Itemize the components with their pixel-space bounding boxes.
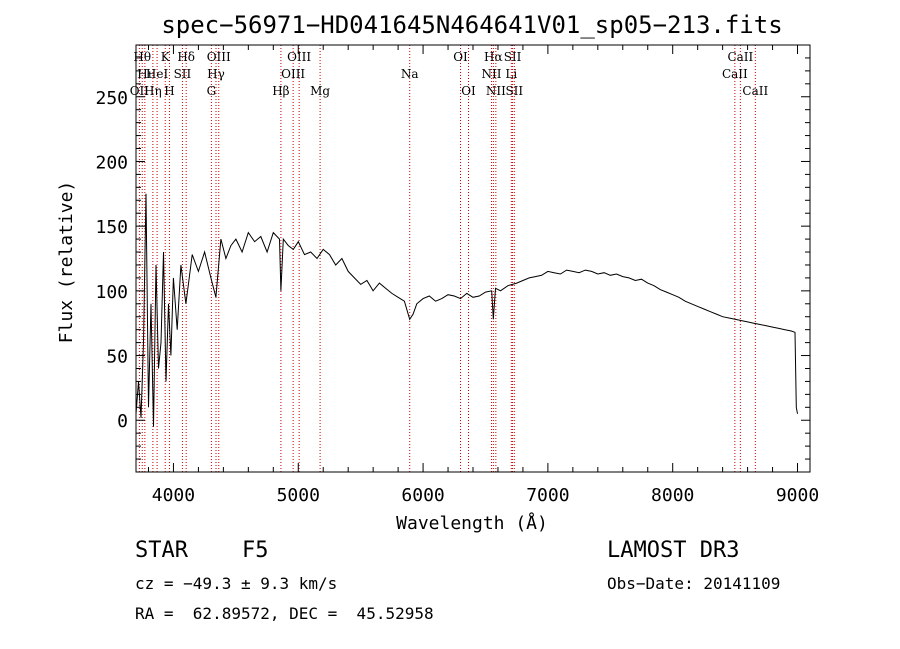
line-marker-label: CaII bbox=[727, 50, 753, 64]
line-marker-label: Hβ bbox=[272, 84, 289, 98]
x-axis-label: Wavelength (Å) bbox=[396, 512, 548, 534]
line-marker-label: Hα bbox=[484, 50, 503, 64]
y-tick-label: 250 bbox=[95, 88, 128, 109]
y-tick-label: 100 bbox=[95, 282, 128, 303]
line-marker-label: Hι bbox=[137, 67, 152, 81]
spectrum-line bbox=[135, 193, 798, 427]
x-tick-label: 4000 bbox=[152, 485, 195, 506]
line-marker-label: SII bbox=[504, 50, 522, 64]
y-axis-ticks: 0 50 100 150 200 250 bbox=[95, 57, 810, 460]
x-tick-label: 8000 bbox=[651, 485, 694, 506]
line-markers bbox=[138, 45, 756, 472]
x-tick-label: 6000 bbox=[401, 485, 444, 506]
line-marker-label: CaII bbox=[722, 67, 748, 81]
plot-frame bbox=[135, 44, 811, 473]
line-marker-label: Hδ bbox=[177, 50, 195, 64]
line-marker-label: OIII bbox=[281, 67, 305, 81]
line-marker-label: OI bbox=[453, 50, 468, 64]
survey-name: LAMOST DR3 bbox=[607, 538, 740, 563]
line-marker-label: SII bbox=[505, 84, 523, 98]
line-marker-label: OIII bbox=[287, 50, 311, 64]
line-marker-label: OI bbox=[461, 84, 476, 98]
y-tick-label: 200 bbox=[95, 152, 128, 173]
line-marker-label: CaII bbox=[742, 84, 768, 98]
line-marker-label: G bbox=[207, 84, 217, 98]
subclass: F5 bbox=[242, 538, 269, 563]
line-marker-label: Hη bbox=[144, 84, 162, 98]
x-tick-label: 9000 bbox=[776, 485, 819, 506]
coordinates: RA = 62.89572, DEC = 45.52958 bbox=[135, 604, 434, 623]
line-marker-label: Mg bbox=[310, 84, 330, 98]
y-tick-label: 150 bbox=[95, 217, 128, 238]
line-marker-label: H bbox=[164, 84, 174, 98]
line-marker-labels: OIIHθHιHηHeIKHSIIHδGHγOIIIHβOIIIOIIIMgNa… bbox=[130, 50, 769, 98]
line-marker-label: Li bbox=[505, 67, 517, 81]
y-axis-label: Flux (relative) bbox=[56, 181, 77, 344]
x-tick-label: 5000 bbox=[277, 485, 320, 506]
x-tick-label: 7000 bbox=[526, 485, 569, 506]
line-marker-label: Hθ bbox=[133, 50, 151, 64]
observation-date: Obs−Date: 20141109 bbox=[607, 574, 781, 593]
y-tick-label: 0 bbox=[117, 411, 128, 432]
line-marker-label: HeI bbox=[146, 67, 169, 81]
spectrum-chart: spec−56971−HD041645N464641V01_sp05−213.f… bbox=[56, 11, 819, 534]
line-marker-label: NII bbox=[486, 84, 506, 98]
line-marker-label: K bbox=[161, 50, 171, 64]
line-marker-label: NII bbox=[481, 67, 501, 81]
line-marker-label: Hγ bbox=[207, 67, 225, 81]
redshift-velocity: cz = −49.3 ± 9.3 km/s bbox=[135, 574, 338, 593]
line-marker-label: OIII bbox=[207, 50, 231, 64]
x-axis-ticks: 4000 5000 6000 7000 8000 9000 bbox=[147, 45, 819, 506]
line-marker-label: OII bbox=[130, 84, 150, 98]
chart-title: spec−56971−HD041645N464641V01_sp05−213.f… bbox=[161, 11, 782, 39]
object-type: STAR bbox=[135, 538, 188, 563]
y-tick-label: 50 bbox=[106, 347, 128, 368]
line-marker-label: SII bbox=[174, 67, 192, 81]
line-marker-label: Na bbox=[401, 67, 419, 81]
